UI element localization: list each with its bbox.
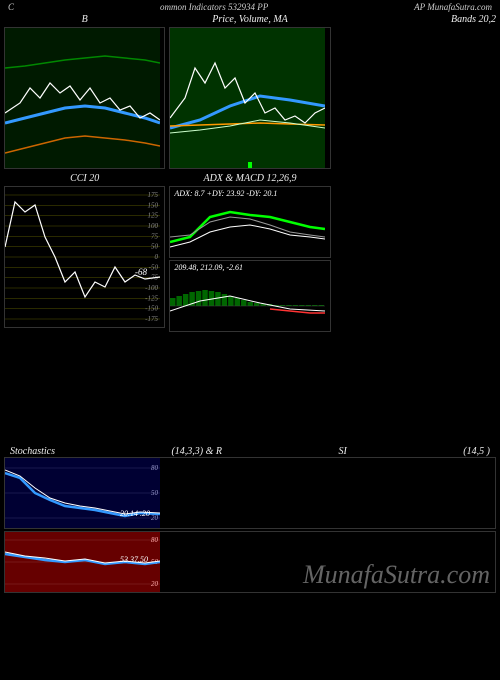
bbands-chart bbox=[4, 27, 165, 169]
macd-chart: 209.48, 212.09, -2.61 bbox=[169, 260, 330, 332]
svg-text:-175: -175 bbox=[145, 315, 158, 323]
svg-text:-125: -125 bbox=[145, 294, 158, 302]
adx-macd-title: ADX & MACD 12,26,9 bbox=[169, 173, 330, 184]
header-right: AP MunafaSutra.com bbox=[414, 2, 492, 12]
row-3: 80 50 2020.14 .20 80 50 20 53.37.50 bbox=[0, 457, 500, 593]
rsi-chart: 80502053.37.50 bbox=[4, 531, 496, 593]
row-1: B Price, Volume, MA Bands 20,2 bbox=[0, 14, 500, 169]
svg-text:50: 50 bbox=[151, 489, 159, 497]
cci-title: CCI 20 bbox=[4, 173, 165, 184]
price-ma-title: Price, Volume, MA bbox=[169, 14, 330, 25]
svg-text:-68: -68 bbox=[135, 267, 147, 277]
svg-text:0: 0 bbox=[155, 253, 159, 261]
svg-text:50: 50 bbox=[151, 243, 159, 251]
svg-text:100: 100 bbox=[148, 222, 159, 230]
svg-text:-150: -150 bbox=[145, 305, 158, 313]
page-header: C ommon Indicators 532934 PP AP MunafaSu… bbox=[0, 0, 500, 14]
row-2: CCI 20 17515012510075500-50-75-100-125-1… bbox=[0, 173, 500, 332]
panel-price-ma: Price, Volume, MA bbox=[169, 14, 330, 169]
svg-text:75: 75 bbox=[151, 232, 159, 240]
panel-bbands-label: Bands 20,2 bbox=[335, 14, 496, 169]
stoch-header: Stochastics (14,3,3) & R SI (14,5 ) bbox=[0, 446, 500, 457]
adx-label: ADX: 8.7 +DY: 23.92 -DY: 20.1 bbox=[174, 189, 277, 198]
svg-text:-100: -100 bbox=[145, 284, 158, 292]
svg-text:80: 80 bbox=[151, 464, 159, 472]
svg-text:-50: -50 bbox=[149, 263, 159, 271]
svg-text:20.14 .20: 20.14 .20 bbox=[120, 509, 150, 518]
macd-label: 209.48, 212.09, -2.61 bbox=[174, 263, 243, 272]
spacer bbox=[0, 336, 500, 446]
header-center: ommon Indicators 532934 PP bbox=[160, 2, 268, 12]
svg-text:20: 20 bbox=[151, 514, 159, 522]
stoch-right-label: (14,5 ) bbox=[463, 446, 490, 457]
panel-bbands: B bbox=[4, 14, 165, 169]
stoch-chart: 80 50 2020.14 .20 bbox=[4, 457, 496, 529]
header-left: C bbox=[8, 2, 14, 12]
price-ma-chart bbox=[169, 27, 330, 169]
svg-text:20: 20 bbox=[151, 580, 159, 588]
stoch-left-label: Stochastics bbox=[10, 446, 55, 457]
svg-text:53.37.50: 53.37.50 bbox=[120, 555, 148, 564]
panel-cci: CCI 20 17515012510075500-50-75-100-125-1… bbox=[4, 173, 165, 332]
panel-adx-macd: ADX & MACD 12,26,9 ADX: 8.7 +DY: 23.92 -… bbox=[169, 173, 330, 332]
stoch-mid-label: (14,3,3) & R bbox=[171, 446, 222, 457]
panel-empty-right bbox=[335, 173, 496, 332]
cci-chart: 17515012510075500-50-75-100-125-150-175-… bbox=[4, 186, 165, 328]
svg-text:150: 150 bbox=[148, 201, 159, 209]
stoch-si-label: SI bbox=[338, 446, 346, 457]
svg-text:125: 125 bbox=[148, 212, 159, 220]
adx-chart: ADX: 8.7 +DY: 23.92 -DY: 20.1 bbox=[169, 186, 330, 258]
svg-text:175: 175 bbox=[148, 191, 159, 199]
svg-text:80: 80 bbox=[151, 536, 159, 544]
bbands-title: B bbox=[4, 14, 165, 25]
bbands-right-title: Bands 20,2 bbox=[335, 14, 496, 25]
